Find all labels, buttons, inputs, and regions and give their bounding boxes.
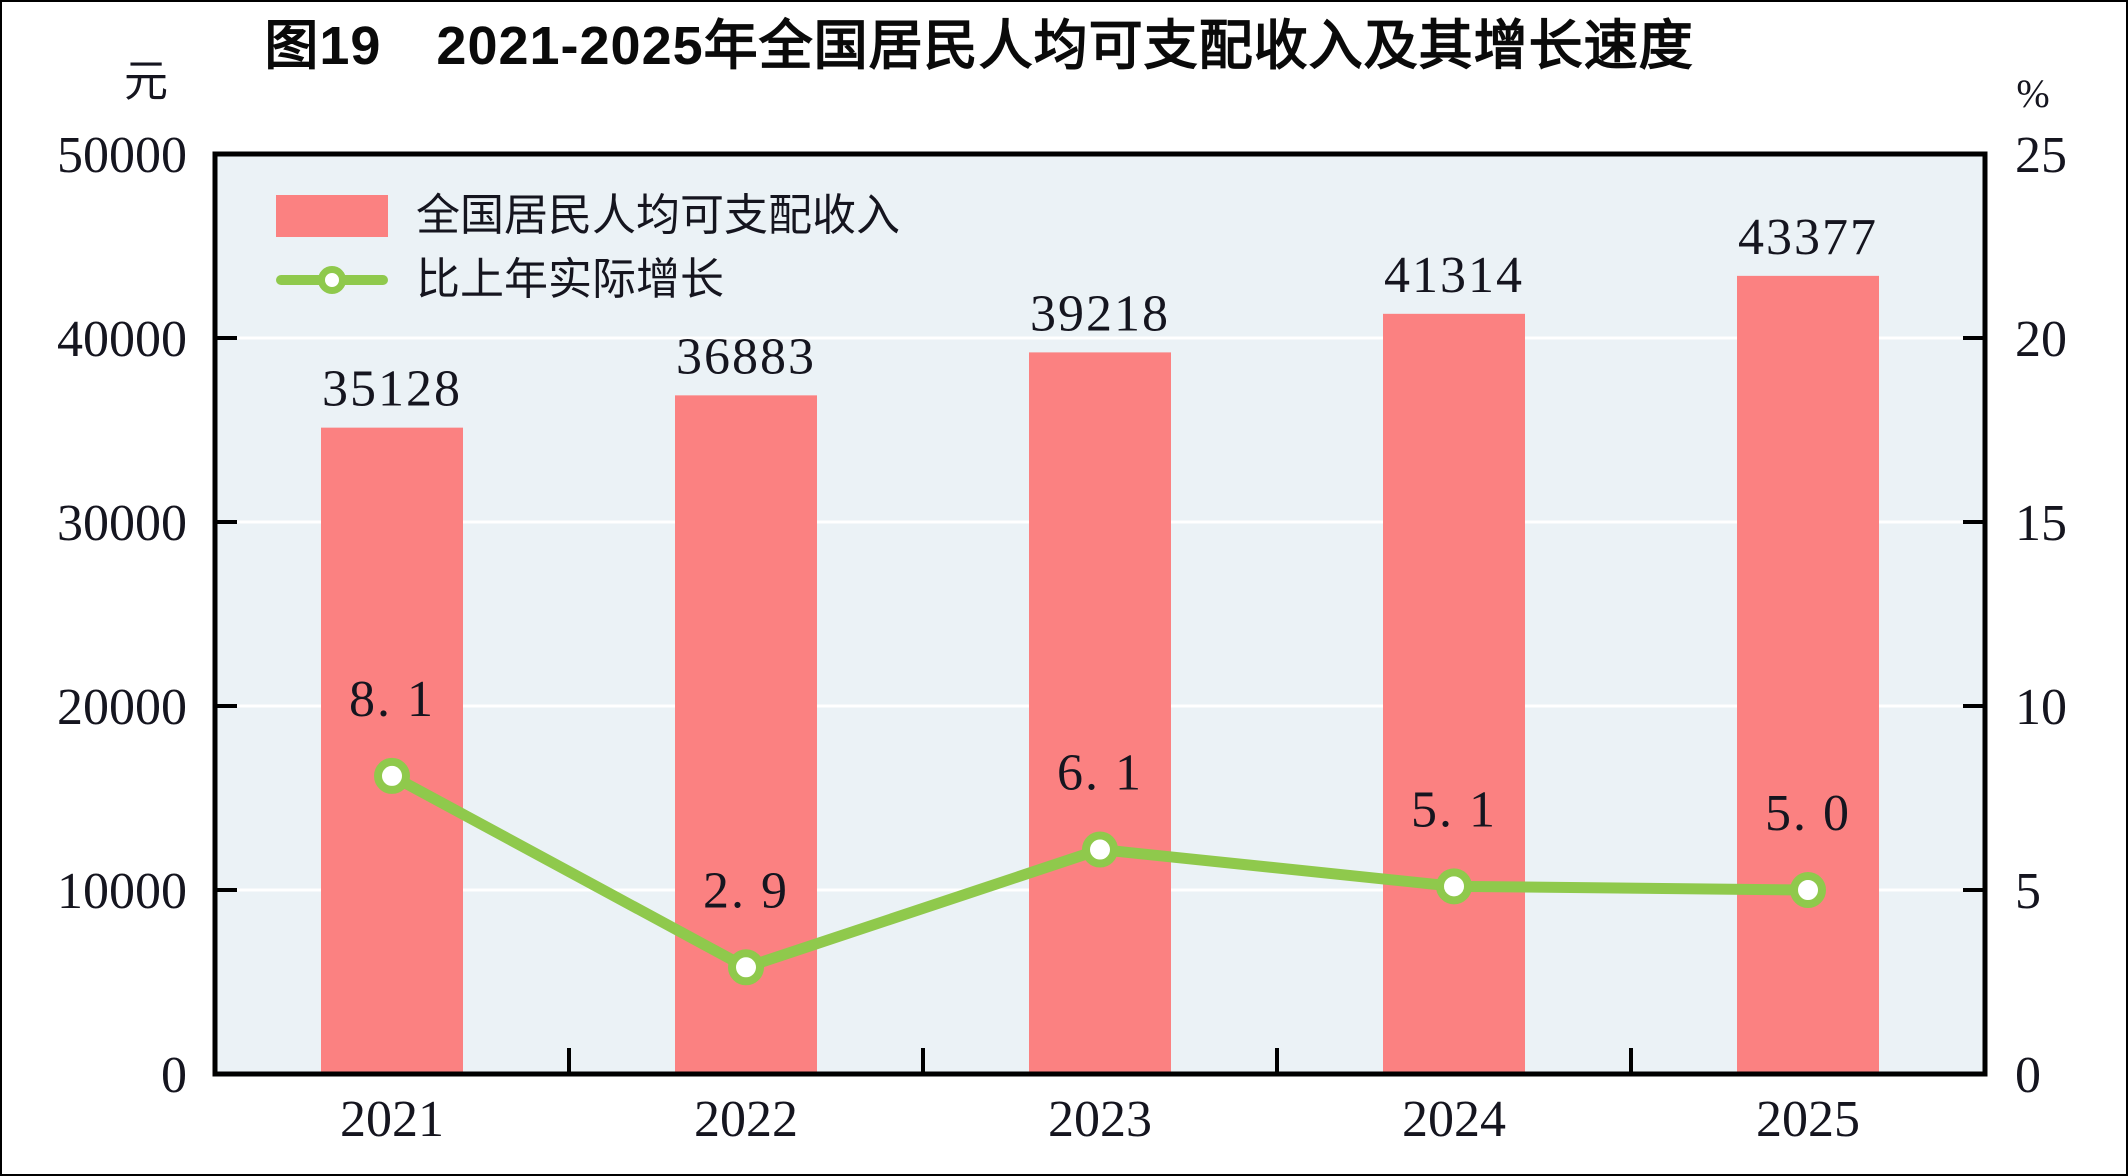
x-axis-label-2023: 2023: [1048, 1091, 1152, 1148]
line-value-label-2023: 6. 1: [1057, 745, 1143, 802]
right-axis-unit: %: [2016, 71, 2050, 116]
line-marker-2021: [374, 757, 410, 794]
left-axis-unit: 元: [124, 57, 168, 106]
right-axis-tick-label: 5: [2015, 863, 2041, 920]
line-value-label-2024: 5. 1: [1411, 781, 1497, 838]
line-swatch-marker: [318, 266, 346, 294]
left-axis-tick-label: 30000: [57, 495, 187, 552]
bar-2021: [321, 427, 463, 1075]
bar-2023: [1029, 352, 1171, 1074]
line-value-label-2025: 5. 0: [1765, 785, 1851, 842]
x-axis-label-2021: 2021: [340, 1091, 444, 1148]
right-axis-tick-label: 15: [2015, 495, 2067, 552]
line-value-label-2022: 2. 9: [703, 862, 789, 919]
bar-value-label-2023: 39218: [1030, 285, 1170, 342]
right-axis-tick-label: 25: [2015, 127, 2067, 184]
bar-value-label-2021: 35128: [322, 361, 462, 418]
line-marker-2023: [1082, 831, 1118, 868]
legend: 全国居民人均可支配收入 比上年实际增长: [276, 188, 900, 308]
bar-value-label-2022: 36883: [676, 328, 816, 385]
line-value-label-2021: 8. 1: [349, 671, 435, 728]
legend-item-income: 全国居民人均可支配收入: [276, 188, 900, 244]
legend-item-growth: 比上年实际增长: [276, 252, 900, 308]
line-marker-2025: [1790, 872, 1826, 908]
left-axis-tick-label: 50000: [57, 127, 187, 184]
bar-2024: [1383, 313, 1525, 1074]
line-swatch: [276, 259, 388, 301]
right-axis-tick-label: 20: [2015, 311, 2067, 368]
x-axis-label-2025: 2025: [1756, 1091, 1860, 1148]
bar-value-label-2024: 41314: [1384, 247, 1524, 304]
x-axis-label-2022: 2022: [694, 1091, 798, 1148]
left-axis-tick-label: 20000: [57, 679, 187, 736]
right-axis-tick-label: 0: [2015, 1047, 2041, 1104]
right-axis-tick-label: 10: [2015, 679, 2067, 736]
line-marker-2024: [1436, 868, 1472, 905]
left-axis-tick-label: 10000: [57, 863, 187, 920]
left-axis-tick-label: 40000: [57, 311, 187, 368]
plot-border: [212, 151, 1988, 1077]
bar-value-label-2025: 43377: [1738, 209, 1878, 266]
bar-swatch: [276, 195, 388, 237]
left-axis-tick-label: 0: [161, 1047, 187, 1104]
chart-title: 图19 2021-2025年全国居民人均可支配收入及其增长速度: [264, 16, 1694, 76]
x-axis-label-2024: 2024: [1402, 1091, 1506, 1148]
legend-label-income: 全国居民人均可支配收入: [416, 191, 900, 240]
line-marker-2022: [728, 949, 764, 986]
legend-label-growth: 比上年实际增长: [416, 255, 724, 304]
bar-2025: [1737, 275, 1879, 1075]
